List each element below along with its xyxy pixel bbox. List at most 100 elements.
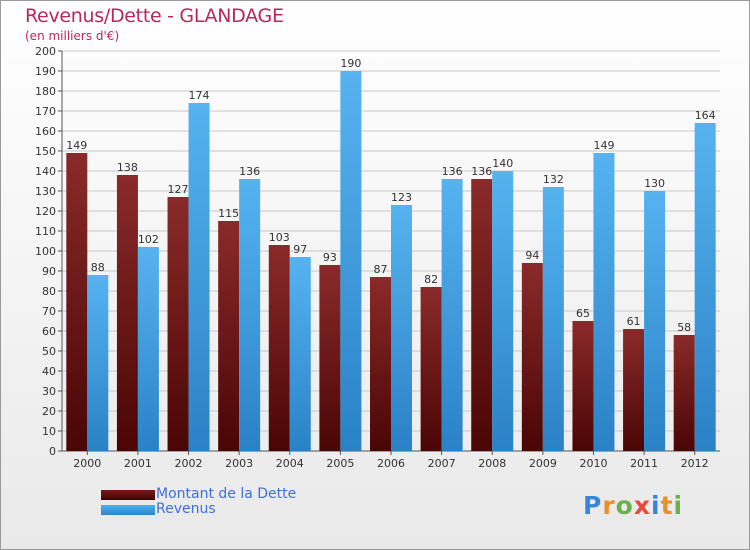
y-tick-label: 200 [35, 45, 56, 58]
data-label-revenue: 174 [189, 89, 210, 102]
data-label-debt: 115 [218, 207, 239, 220]
x-tick-label: 2010 [579, 457, 607, 470]
bar-debt [319, 265, 341, 451]
data-label-revenue: 164 [695, 109, 716, 122]
x-tick-label: 2000 [73, 457, 101, 470]
data-label-revenue: 149 [593, 139, 614, 152]
y-tick-label: 90 [42, 265, 56, 278]
legend-swatch-revenue [101, 505, 155, 515]
legend-label-revenue: Revenus [156, 501, 216, 517]
data-label-debt: 93 [323, 251, 337, 264]
data-label-revenue: 123 [391, 191, 412, 204]
logo-letter: o [615, 491, 634, 520]
y-tick-label: 170 [35, 105, 56, 118]
bar-debt [420, 287, 442, 451]
x-tick-label: 2003 [225, 457, 253, 470]
bar-debt [66, 153, 88, 451]
data-label-debt: 94 [525, 249, 539, 262]
y-tick-label: 190 [35, 65, 56, 78]
legend-label-debt: Montant de la Dette [156, 486, 297, 502]
y-tick-label: 0 [49, 445, 56, 458]
data-label-revenue: 136 [442, 165, 463, 178]
y-tick-label: 70 [42, 305, 56, 318]
bar-revenue [492, 171, 514, 451]
y-tick-label: 130 [35, 185, 56, 198]
y-tick-label: 10 [42, 425, 56, 438]
x-tick-label: 2007 [428, 457, 456, 470]
x-tick-label: 2002 [175, 457, 203, 470]
x-tick-label: 2001 [124, 457, 152, 470]
x-tick-label: 2008 [478, 457, 506, 470]
data-label-revenue: 190 [340, 57, 361, 70]
data-label-debt: 136 [471, 165, 492, 178]
bar-revenue [87, 275, 109, 451]
bar-revenue [391, 205, 412, 451]
logo-letter: i [673, 491, 684, 520]
proxiti-logo: Proxiti [583, 491, 683, 520]
bar-revenue [289, 257, 311, 451]
data-label-debt: 58 [677, 321, 691, 334]
x-tick-label: 2009 [529, 457, 557, 470]
data-label-debt: 65 [576, 307, 590, 320]
y-tick-label: 40 [42, 365, 56, 378]
data-label-revenue: 102 [138, 233, 159, 246]
chart-subtitle: (en milliers d'€) [25, 29, 120, 43]
bar-revenue [644, 191, 666, 451]
x-tick-label: 2011 [630, 457, 658, 470]
data-label-debt: 149 [66, 139, 87, 152]
legend-swatch-debt [101, 490, 155, 500]
y-tick-label: 30 [42, 385, 56, 398]
y-tick-label: 140 [35, 165, 56, 178]
bar-debt [268, 245, 290, 451]
bar-debt [521, 263, 543, 451]
data-label-revenue: 88 [91, 261, 105, 274]
bar-debt [673, 335, 695, 451]
y-tick-label: 20 [42, 405, 56, 418]
y-tick-label: 150 [35, 145, 56, 158]
data-label-debt: 82 [424, 273, 438, 286]
chart-title: Revenus/Dette - GLANDAGE [25, 5, 284, 27]
bar-debt [623, 329, 645, 451]
logo-letter: r [602, 491, 616, 520]
y-tick-label: 160 [35, 125, 56, 138]
y-tick-label: 100 [35, 245, 56, 258]
x-tick-label: 2006 [377, 457, 405, 470]
y-tick-label: 60 [42, 325, 56, 338]
y-tick-label: 50 [42, 345, 56, 358]
bar-debt [116, 175, 138, 451]
y-tick-label: 80 [42, 285, 56, 298]
data-label-revenue: 130 [644, 177, 665, 190]
data-label-revenue: 136 [239, 165, 260, 178]
bar-revenue [239, 179, 261, 451]
bar-debt [218, 221, 240, 451]
y-tick-label: 110 [35, 225, 56, 238]
data-label-debt: 61 [627, 315, 641, 328]
bar-revenue [441, 179, 463, 451]
y-tick-label: 120 [35, 205, 56, 218]
bar-revenue [137, 247, 159, 451]
data-label-revenue: 140 [492, 157, 513, 170]
data-label-debt: 103 [269, 231, 290, 244]
data-label-debt: 127 [168, 183, 189, 196]
logo-letter: x [633, 491, 651, 520]
bar-revenue [694, 123, 716, 451]
bar-revenue [593, 153, 615, 451]
x-tick-label: 2012 [681, 457, 709, 470]
bar-debt [370, 277, 391, 451]
bar-debt [167, 197, 189, 451]
bar-revenue [340, 71, 362, 451]
logo-letter: P [583, 491, 603, 520]
logo-letter: t [660, 491, 674, 520]
data-label-revenue: 132 [543, 173, 564, 186]
bar-debt [471, 179, 493, 451]
y-tick-label: 180 [35, 85, 56, 98]
logo-letter: i [651, 491, 661, 520]
data-label-debt: 87 [374, 263, 388, 276]
x-tick-label: 2004 [276, 457, 304, 470]
bar-debt [572, 321, 594, 451]
data-label-debt: 138 [117, 161, 138, 174]
bar-revenue [188, 103, 210, 451]
data-label-revenue: 97 [293, 243, 307, 256]
